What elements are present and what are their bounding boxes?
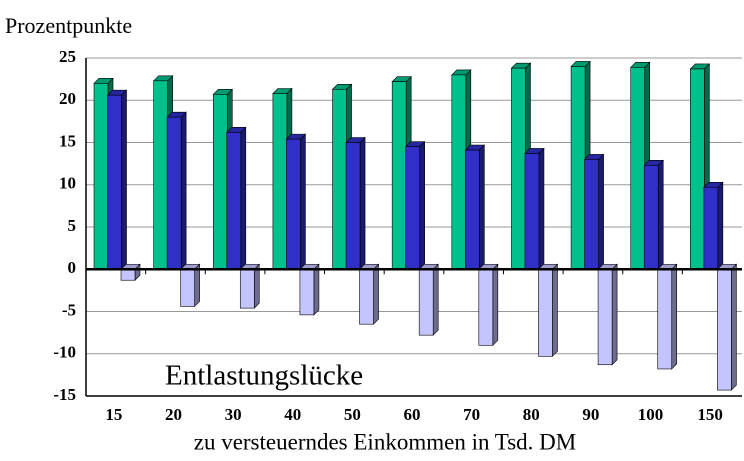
bar — [299, 268, 315, 316]
bar-side — [731, 263, 737, 391]
bar — [690, 68, 705, 270]
bar — [272, 93, 288, 270]
bar-side — [253, 263, 260, 309]
bar — [478, 268, 494, 346]
bar — [538, 268, 553, 357]
bar — [418, 268, 434, 336]
bar-side — [538, 147, 545, 270]
x-tick-label: 80 — [523, 405, 540, 424]
bar-side — [419, 141, 425, 270]
x-tick-label: 90 — [582, 405, 599, 424]
bar — [630, 66, 646, 270]
bar — [226, 132, 242, 270]
bar-side — [671, 263, 678, 370]
x-tick-label: 15 — [105, 405, 122, 424]
bar — [93, 83, 109, 270]
bar-side — [717, 181, 724, 270]
bar — [717, 268, 732, 391]
x-axis-label: zu versteuerndes Einkommen in Tsd. DM — [194, 429, 577, 454]
bar-side — [194, 263, 200, 308]
bar — [657, 268, 673, 370]
bar-side — [492, 263, 499, 347]
x-tick-label: 20 — [165, 405, 182, 424]
bar-side — [300, 133, 306, 270]
bar — [153, 80, 168, 270]
x-tick-label: 30 — [225, 405, 242, 424]
bar-side — [359, 136, 366, 270]
bar — [584, 159, 599, 270]
bar-side — [121, 89, 127, 270]
bar — [451, 74, 467, 270]
bar-side — [598, 153, 604, 270]
y-tick-label: 20 — [59, 89, 76, 108]
bar — [107, 94, 122, 270]
y-tick-label: 15 — [59, 131, 76, 150]
x-tick-label: 60 — [404, 405, 421, 424]
bar — [166, 116, 182, 270]
x-tick-label: 150 — [697, 405, 723, 424]
x-tick-label: 40 — [284, 405, 301, 424]
y-tick-label: -5 — [62, 300, 76, 319]
y-tick-label: 25 — [59, 47, 76, 66]
bar — [345, 142, 361, 270]
bar — [212, 94, 228, 270]
x-tick-label: 50 — [344, 405, 361, 424]
bar-side — [657, 159, 664, 270]
bar-side — [432, 263, 439, 336]
bar — [286, 138, 301, 270]
bar-side — [373, 263, 379, 325]
bar — [359, 268, 374, 325]
bar-side — [240, 126, 247, 270]
bar — [511, 67, 526, 270]
x-tick-label: 70 — [463, 405, 480, 424]
bar-side — [552, 263, 558, 358]
bar-side — [180, 111, 187, 270]
x-tick-label: 100 — [638, 405, 664, 424]
bar-side — [479, 144, 485, 270]
y-tick-label: -10 — [53, 343, 76, 362]
y-tick-label: 5 — [68, 216, 77, 235]
bar — [465, 149, 480, 270]
bar — [597, 268, 613, 366]
annotation: Entlastungslücke — [165, 360, 363, 392]
bar — [332, 88, 347, 270]
bar — [643, 165, 659, 270]
bar-side — [611, 263, 618, 366]
bar — [703, 186, 719, 270]
bar — [405, 146, 420, 270]
bar — [180, 268, 195, 307]
y-tick-label: -15 — [53, 385, 76, 404]
bar — [524, 153, 540, 270]
bar-side — [313, 263, 320, 316]
y-tick-label: 10 — [59, 174, 76, 193]
bar — [391, 81, 407, 270]
bar — [570, 66, 586, 270]
bar — [239, 268, 255, 309]
y-tick-label: 0 — [68, 258, 77, 277]
y-axis-label: Prozentpunkte — [5, 13, 132, 38]
bar — [120, 268, 136, 281]
